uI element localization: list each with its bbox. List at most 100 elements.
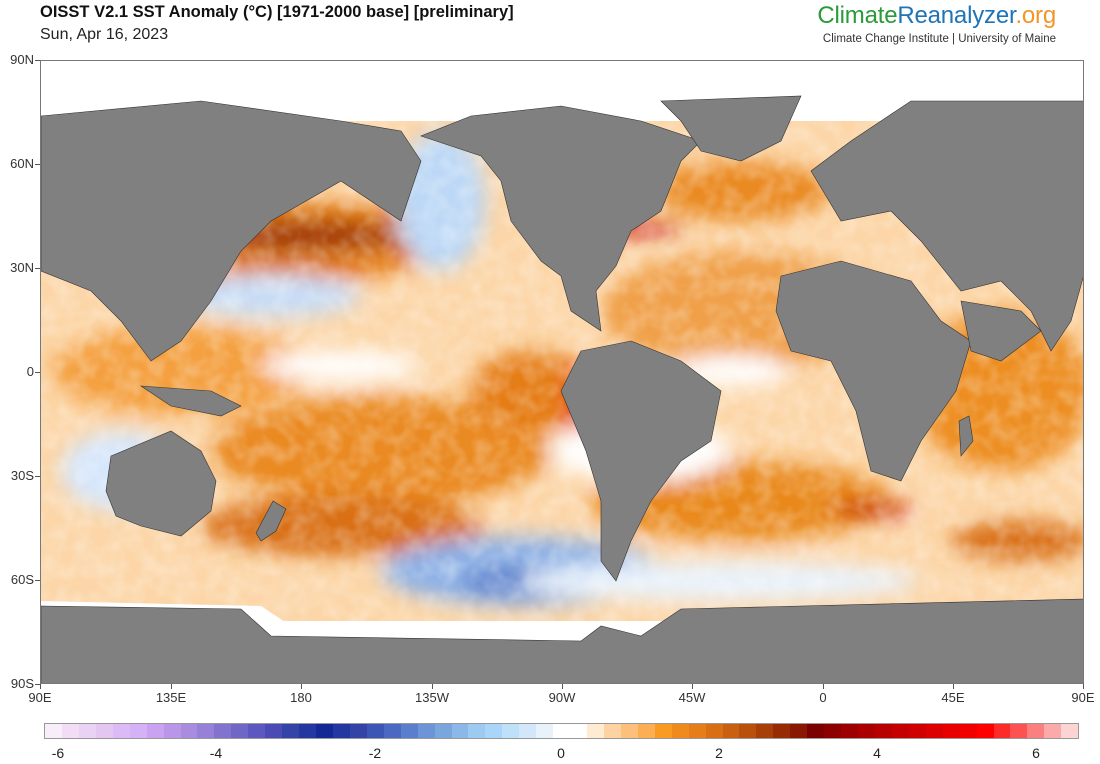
y-tick	[35, 60, 40, 61]
north-america	[420, 105, 702, 332]
x-tick	[40, 684, 41, 689]
x-label-135w: 135W	[415, 690, 449, 705]
colorbar-swatch	[671, 724, 689, 738]
sst-anomaly-map[interactable]	[40, 60, 1084, 684]
colorbar-swatch	[383, 724, 401, 738]
colorbar-swatch	[925, 724, 943, 738]
africa	[775, 260, 972, 482]
x-label-45w: 45W	[678, 690, 706, 705]
colorbar-swatch	[858, 724, 875, 738]
x-tick	[953, 684, 954, 689]
colorbar-swatch	[570, 724, 587, 738]
colorbar-swatch	[874, 724, 892, 738]
x-tick	[432, 684, 433, 689]
colorbar-swatch	[349, 724, 367, 738]
y-label-0: 0	[26, 364, 34, 379]
asia-east	[41, 100, 422, 362]
y-tick	[35, 372, 40, 373]
colorbar-swatch	[316, 724, 333, 738]
colorbar-swatch	[248, 724, 266, 738]
y-tick	[35, 164, 40, 165]
y-label-90n: 90N	[10, 52, 34, 67]
colorbar-swatch	[112, 724, 130, 738]
brand-subtitle: Climate Change Institute | University of…	[822, 33, 1056, 45]
x-label-90e-left: 90E	[28, 690, 52, 705]
colorbar-swatch	[637, 724, 655, 738]
colorbar-swatch	[739, 724, 757, 738]
brand-logo-reanalyzer: Reanalyzer	[897, 2, 1016, 29]
colorbar-swatch	[417, 724, 435, 738]
colorbar-swatch	[485, 724, 503, 738]
colorbar-swatch	[1061, 724, 1079, 738]
colorbar-label-neg2: -2	[368, 745, 382, 761]
y-tick	[35, 268, 40, 269]
land-masses	[41, 95, 1083, 683]
madagascar	[958, 415, 974, 457]
colorbar-label-neg4: -4	[209, 745, 223, 761]
x-label-45e: 45E	[941, 690, 965, 705]
x-label-90w: 90W	[548, 690, 576, 705]
colorbar-swatch	[908, 724, 926, 738]
south-america	[560, 340, 722, 582]
colorbar-swatch	[502, 724, 520, 738]
eurasia-west	[810, 100, 1083, 352]
x-label-135e: 135E	[155, 690, 187, 705]
colorbar-swatch	[231, 724, 249, 738]
y-label-30n: 30N	[10, 260, 34, 275]
x-label-0: 0	[819, 690, 827, 705]
arabia	[960, 300, 1042, 362]
y-label-60n: 60N	[10, 156, 34, 171]
colorbar-swatch	[807, 724, 825, 738]
colorbar-swatch	[1027, 724, 1045, 738]
colorbar-swatch	[705, 724, 723, 738]
x-tick	[562, 684, 563, 689]
colorbar-swatch	[197, 724, 215, 738]
y-label-30s: 30S	[10, 468, 34, 483]
colorbar-swatch	[790, 724, 808, 738]
brand-logo-org: .org	[1015, 2, 1056, 29]
x-label-90e-right: 90E	[1071, 690, 1095, 705]
colorbar-swatch	[688, 724, 706, 738]
chart-title: OISST V2.1 SST Anomaly (°C) [1971-2000 b…	[40, 3, 514, 21]
colorbar-swatch	[841, 724, 858, 738]
colorbar-label-6: 6	[1032, 745, 1040, 761]
colorbar-swatch	[891, 724, 909, 738]
colorbar-swatch	[993, 724, 1011, 738]
colorbar-swatch	[1044, 724, 1062, 738]
x-tick	[823, 684, 824, 689]
colorbar-swatch	[282, 724, 300, 738]
y-label-90s: 90S	[10, 676, 34, 691]
colorbar-swatch	[1010, 724, 1028, 738]
colorbar-swatch	[620, 724, 638, 738]
australia	[105, 430, 217, 537]
colorbar-swatch	[451, 724, 469, 738]
colorbar-swatch	[976, 724, 994, 738]
colorbar-label-neg6: -6	[51, 745, 65, 761]
y-tick	[35, 476, 40, 477]
colorbar-swatch	[756, 724, 774, 738]
colorbar-swatch	[265, 724, 283, 738]
colorbar-swatch	[587, 724, 604, 738]
y-tick	[35, 684, 40, 685]
colorbar-swatch	[519, 724, 537, 738]
colorbar-label-2: 2	[715, 745, 723, 761]
greenland	[660, 95, 802, 162]
colorbar-label-4: 4	[873, 745, 881, 761]
colorbar-swatch	[536, 724, 554, 738]
colorbar-swatch	[400, 724, 418, 738]
colorbar-swatch	[654, 724, 672, 738]
colorbar-swatch	[824, 724, 842, 738]
brand-logo[interactable]: ClimateReanalyzer.org	[817, 2, 1056, 30]
brand-logo-climate: Climate	[817, 2, 898, 29]
x-tick	[171, 684, 172, 689]
x-tick	[301, 684, 302, 689]
colorbar-swatch	[299, 724, 316, 738]
colorbar-swatch	[163, 724, 181, 738]
colorbar-swatch	[214, 724, 232, 738]
colorbar-swatch	[959, 724, 977, 738]
y-tick	[35, 580, 40, 581]
new-zealand	[255, 500, 287, 542]
colorbar-swatch	[78, 724, 96, 738]
antarctica	[41, 598, 1083, 683]
colorbar-swatch	[434, 724, 452, 738]
